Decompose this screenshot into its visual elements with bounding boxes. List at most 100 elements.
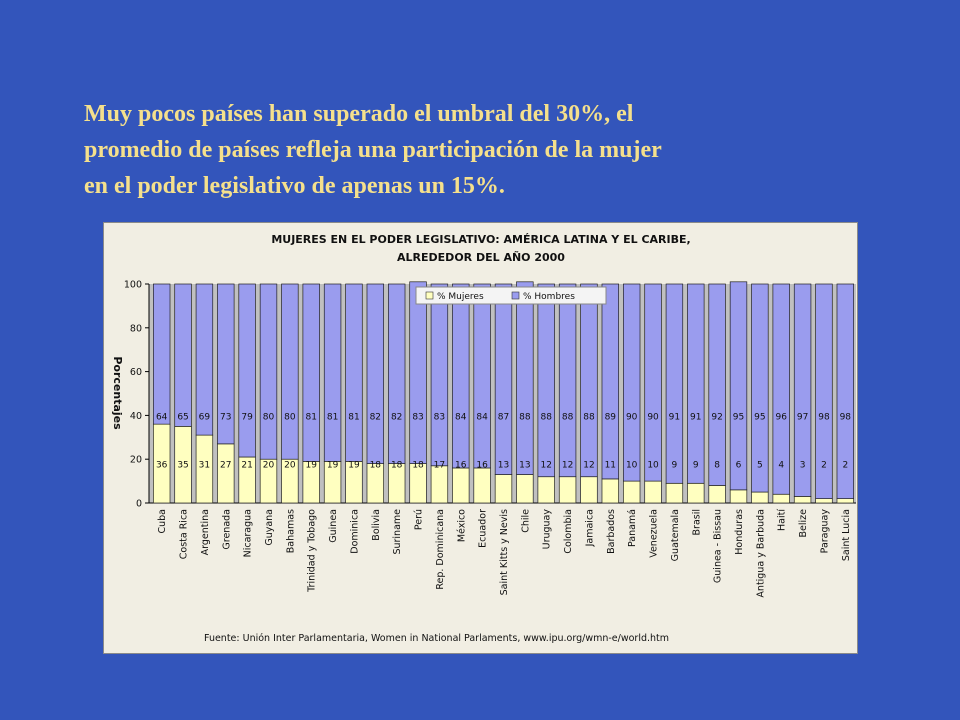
bar-mujeres xyxy=(452,467,470,504)
bar-hombres xyxy=(537,283,555,478)
data-label-hombres: 95 xyxy=(733,412,744,422)
bar-mujeres xyxy=(836,498,855,504)
legend-label-mujeres: % Mujeres xyxy=(437,292,484,302)
x-tick-label: Guinea xyxy=(328,509,339,543)
bar-hombres xyxy=(281,283,299,460)
x-tick-label: Barbados xyxy=(606,509,617,554)
x-axis-labels: Cuba Costa Rica Argentina Grenada Nicaragua G… xyxy=(157,509,852,598)
bar-hombres xyxy=(494,283,513,475)
data-label-hombres: 98 xyxy=(818,412,830,422)
data-label-hombres: 80 xyxy=(263,412,275,422)
data-label-mujeres: 35 xyxy=(177,461,188,471)
legend-swatch-mujeres xyxy=(425,291,434,300)
y-tick-label: 20 xyxy=(130,455,142,466)
slide-heading: Muy pocos países han superado el umbral … xyxy=(84,96,884,204)
bar-hombres xyxy=(836,283,855,499)
bar-hombres xyxy=(473,283,491,469)
bar-mujeres xyxy=(815,498,833,504)
bar-mujeres xyxy=(687,482,705,504)
x-tick-label: Guatemala xyxy=(670,509,681,561)
bar-mujeres xyxy=(217,443,235,504)
bar-mujeres xyxy=(644,480,662,504)
x-tick-label: Saint Kitts y Nevis xyxy=(499,509,510,595)
heading-line-3: en el poder legislativo de apenas un 15%… xyxy=(84,173,505,199)
data-label-hombres: 88 xyxy=(541,412,553,422)
x-tick-label: Guinea - Bissau xyxy=(713,509,724,583)
x-tick-label: Rep. Dominicana xyxy=(435,509,446,590)
data-label-mujeres: 10 xyxy=(647,461,659,471)
data-label-mujeres: 21 xyxy=(241,461,252,471)
bar-mujeres xyxy=(708,485,726,504)
bar-hombres xyxy=(259,283,278,460)
data-label-mujeres: 18 xyxy=(391,461,403,471)
data-label-hombres: 90 xyxy=(626,412,638,422)
x-tick-label: Paraguay xyxy=(819,509,830,554)
legend-label-hombres: % Hombres xyxy=(523,292,575,302)
data-label-hombres: 91 xyxy=(669,412,680,422)
data-label-hombres: 80 xyxy=(284,412,296,422)
data-label-mujeres: 20 xyxy=(284,461,296,471)
bar-mujeres xyxy=(665,482,684,504)
bar-hombres xyxy=(323,283,342,462)
x-tick-label: Antigua y Barbuda xyxy=(755,509,766,598)
x-tick-label: Argentina xyxy=(200,509,211,555)
bar-hombres xyxy=(729,281,748,491)
data-label-hombres: 84 xyxy=(455,412,467,422)
data-label-hombres: 95 xyxy=(754,412,765,422)
bar-hombres xyxy=(687,283,705,484)
data-label-mujeres: 9 xyxy=(693,461,699,471)
bar-hombres xyxy=(174,283,192,427)
bar-hombres xyxy=(409,281,427,464)
data-label-mujeres: 12 xyxy=(583,461,594,471)
data-label-mujeres: 18 xyxy=(370,461,382,471)
chart-frame: MUJERES EN EL PODER LEGISLATIVO: AMÉRICA… xyxy=(103,222,858,654)
data-label-hombres: 96 xyxy=(776,412,788,422)
bar-hombres xyxy=(388,283,406,464)
x-tick-label: Uruguay xyxy=(542,509,553,550)
bar-hombres xyxy=(622,283,641,482)
x-tick-label: Colombia xyxy=(563,509,574,554)
data-label-mujeres: 5 xyxy=(757,461,763,471)
y-tick-label: 40 xyxy=(130,411,142,422)
data-label-hombres: 81 xyxy=(348,412,359,422)
data-label-mujeres: 13 xyxy=(498,461,509,471)
data-label-hombres: 81 xyxy=(327,412,338,422)
data-label-mujeres: 19 xyxy=(306,461,318,471)
bar-mujeres xyxy=(537,476,555,504)
x-tick-label: Honduras xyxy=(734,509,745,555)
bar-hombres xyxy=(516,281,534,475)
y-tick-label: 100 xyxy=(124,280,142,291)
x-tick-label: Venezuela xyxy=(649,509,660,558)
data-label-hombres: 98 xyxy=(840,412,852,422)
bar-hombres xyxy=(708,283,726,486)
y-axis-label: Porcentajes xyxy=(111,356,124,430)
data-label-mujeres: 16 xyxy=(476,461,488,471)
data-label-mujeres: 11 xyxy=(605,461,616,471)
x-tick-label: Grenada xyxy=(221,509,232,550)
x-tick-label: Dominica xyxy=(349,509,360,554)
bar-hombres xyxy=(665,283,684,484)
x-tick-label: Panamá xyxy=(627,509,638,547)
chart-title-line-1: MUJERES EN EL PODER LEGISLATIVO: AMÉRICA… xyxy=(271,233,690,246)
heading-line-1: Muy pocos países han superado el umbral … xyxy=(84,101,634,127)
data-label-mujeres: 13 xyxy=(519,461,530,471)
data-label-mujeres: 12 xyxy=(541,461,552,471)
data-label-mujeres: 9 xyxy=(672,461,678,471)
bar-hombres xyxy=(217,283,235,445)
bar-hombres xyxy=(751,283,769,493)
bar-mujeres xyxy=(430,465,449,504)
bar-mujeres xyxy=(772,493,790,504)
data-label-hombres: 89 xyxy=(605,412,617,422)
x-tick-label: Suriname xyxy=(392,509,403,555)
bar-hombres xyxy=(345,283,363,462)
data-label-hombres: 65 xyxy=(177,412,188,422)
x-tick-label: Perú xyxy=(414,509,425,530)
bars: 3664356531692773217920802080198119811981… xyxy=(152,281,855,504)
data-label-hombres: 83 xyxy=(412,412,423,422)
x-tick-label: Jamaica xyxy=(584,509,595,547)
heading-line-2: promedio de países refleja una participa… xyxy=(84,137,662,163)
bar-mujeres xyxy=(729,489,748,504)
y-tick-label: 0 xyxy=(136,499,142,510)
x-tick-label: Chile xyxy=(520,509,531,533)
x-tick-label: Trinidad y Tobago xyxy=(307,509,318,593)
